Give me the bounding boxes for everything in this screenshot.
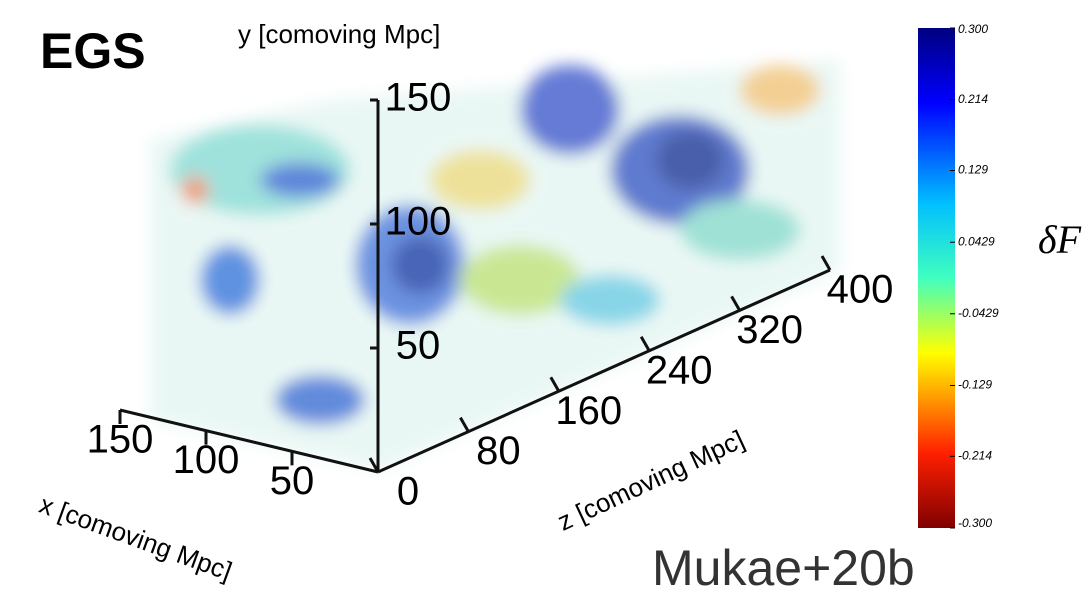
colorbar-tick-label: -0.0429: [958, 306, 999, 320]
credit: Mukae+20b: [652, 540, 915, 596]
z-tick-label: 320: [736, 308, 803, 352]
z-tick: [368, 457, 380, 473]
y-tick-label: 50: [396, 324, 441, 368]
z-tick-label: 80: [476, 429, 521, 473]
x-tick-label: 150: [87, 418, 154, 462]
z-tick-label: 0: [397, 470, 419, 514]
y-tick-label: 150: [385, 76, 452, 120]
z-axis: [377, 268, 831, 474]
colorbar-tick-label: -0.214: [958, 449, 992, 463]
colorbar-label: δF: [1038, 217, 1082, 262]
volume-render: [150, 60, 840, 470]
colorbar-tick-label: -0.300: [958, 516, 992, 530]
x-axis-label: x [comoving Mpc]: [36, 489, 236, 586]
colorbar-tick-label: 0.300: [958, 22, 988, 36]
title: EGS: [40, 23, 146, 79]
x-axis: [119, 408, 379, 474]
y-tick-label: 100: [385, 200, 452, 244]
z-tick-label: 240: [646, 348, 713, 392]
z-tick-label: 400: [827, 268, 894, 312]
z-tick: [730, 295, 741, 312]
y-axis-label: y [comoving Mpc]: [238, 19, 440, 49]
z-tick: [549, 376, 561, 392]
z-tick: [820, 255, 832, 271]
z-tick: [459, 416, 470, 433]
colorbar-tick-label: 0.0429: [958, 234, 995, 248]
colorbar-tick-label: 0.214: [958, 92, 988, 106]
colorbar: [918, 28, 955, 528]
z-tick-label: 160: [555, 389, 622, 433]
colorbar-tick-label: 0.129: [958, 163, 988, 177]
z-tick: [639, 336, 651, 352]
x-tick-label: 100: [173, 438, 240, 482]
z-axis-label: z [comoving Mpc]: [553, 424, 749, 537]
colorbar-tick-label: -0.129: [958, 378, 992, 392]
x-tick-label: 50: [270, 459, 315, 503]
